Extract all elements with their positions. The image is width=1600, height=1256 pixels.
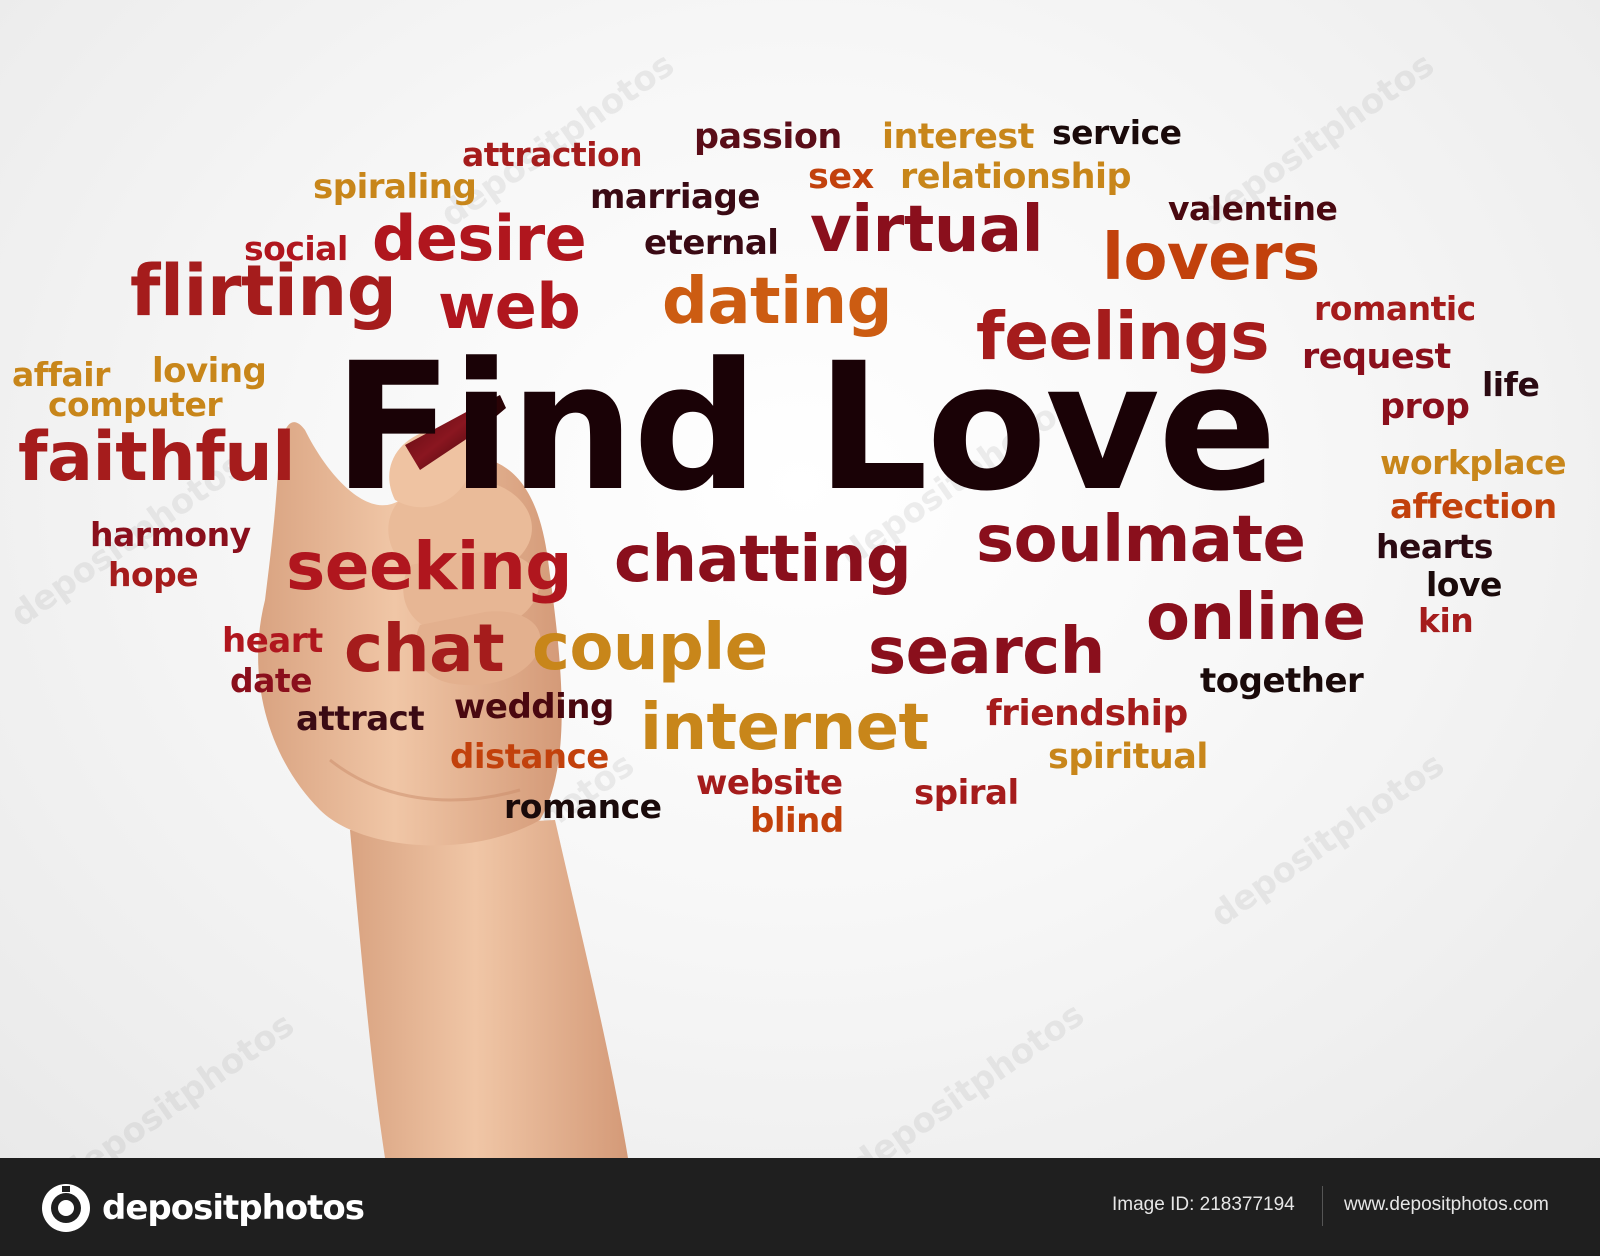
word-affair: affair <box>12 355 110 394</box>
logo-text: depositphotos <box>102 1188 365 1228</box>
word-attraction: attraction <box>462 135 643 174</box>
word-desire: desire <box>372 202 587 275</box>
word-social: social <box>244 229 348 268</box>
word-romance: romance <box>504 787 662 826</box>
word-dating: dating <box>662 265 892 339</box>
word-affection: affection <box>1390 487 1557 527</box>
word-web: web <box>438 270 581 343</box>
word-relationship: relationship <box>900 157 1132 197</box>
word-chatting: chatting <box>614 523 912 597</box>
word-lovers: lovers <box>1102 221 1320 295</box>
word-blind: blind <box>750 801 844 841</box>
word-seeking: seeking <box>286 528 573 605</box>
hand-with-marker <box>258 395 628 1158</box>
word-valentine: valentine <box>1168 189 1338 228</box>
word-love: love <box>1426 565 1502 604</box>
word-search: search <box>868 615 1105 689</box>
site-url[interactable]: www.depositphotos.com <box>1344 1194 1549 1215</box>
word-faithful: faithful <box>18 418 296 497</box>
word-flirting: flirting <box>130 250 397 332</box>
word-interest: interest <box>882 117 1034 157</box>
word-friendship: friendship <box>986 693 1188 734</box>
footer-divider <box>1322 1186 1323 1226</box>
word-request: request <box>1302 337 1451 377</box>
image-id: Image ID: 218377194 <box>1112 1194 1295 1215</box>
word-marriage: marriage <box>590 177 760 217</box>
word-distance: distance <box>450 737 609 777</box>
word-hope: hope <box>108 555 199 594</box>
word-loving: loving <box>152 351 267 391</box>
depositphotos-logo: depositphotos <box>40 1182 365 1234</box>
word-heart: heart <box>222 621 323 661</box>
word-wedding: wedding <box>454 687 614 727</box>
word-spiraling: spiraling <box>313 167 477 207</box>
word-online: online <box>1146 581 1366 655</box>
word-feelings: feelings <box>976 298 1270 375</box>
word-internet: internet <box>640 691 929 765</box>
word-website: website <box>696 763 843 803</box>
word-hearts: hearts <box>1376 527 1493 566</box>
word-attract: attract <box>296 699 425 739</box>
word-eternal: eternal <box>644 223 779 263</box>
word-life: life <box>1482 365 1540 404</box>
word-spiral: spiral <box>914 773 1019 813</box>
word-together: together <box>1200 661 1364 701</box>
word-sex: sex <box>808 157 874 197</box>
word-kin: kin <box>1418 601 1474 640</box>
word-spiritual: spiritual <box>1048 737 1208 777</box>
word-prop: prop <box>1380 387 1470 427</box>
word-couple: couple <box>532 611 768 685</box>
headline-find-love: Find Love <box>333 325 1277 530</box>
word-chat: chat <box>344 610 505 687</box>
footer-bar: depositphotos Image ID: 218377194 www.de… <box>0 1158 1600 1256</box>
word-date: date <box>230 661 313 700</box>
word-workplace: workplace <box>1380 443 1567 482</box>
photo: depositphotos depositphotos depositphoto… <box>0 0 1600 1158</box>
word-passion: passion <box>694 117 842 157</box>
word-service: service <box>1052 113 1182 152</box>
word-computer: computer <box>48 385 223 424</box>
word-virtual: virtual <box>810 193 1044 267</box>
camera-logo-icon <box>42 1184 90 1232</box>
word-soulmate: soulmate <box>976 503 1306 577</box>
word-romantic: romantic <box>1314 289 1476 328</box>
word-harmony: harmony <box>90 515 251 554</box>
